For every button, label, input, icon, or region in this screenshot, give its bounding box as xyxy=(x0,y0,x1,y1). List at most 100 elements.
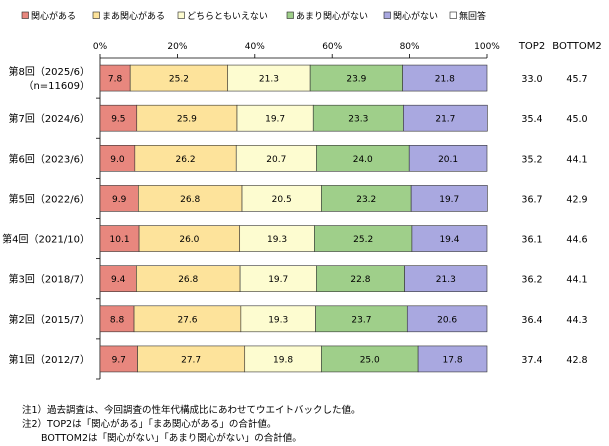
bar-value-label: 26.8 xyxy=(180,195,200,205)
bar-value-label: 19.3 xyxy=(267,235,287,245)
bar-value-label: 26.8 xyxy=(178,275,198,285)
bar-value-label: 21.8 xyxy=(435,75,455,85)
y-category-label: 第3回（2018/7） xyxy=(8,273,90,286)
y-category-sublabel: （n=11609） xyxy=(23,80,90,92)
bar-value-label: 9.9 xyxy=(112,195,127,205)
bar-value-label: 20.5 xyxy=(272,195,292,205)
bar-segment xyxy=(321,345,419,373)
bar-value-label: 25.0 xyxy=(360,355,380,365)
bar-value-label: 20.1 xyxy=(438,155,458,165)
summary-value-bottom2: 45.7 xyxy=(566,74,587,85)
bar-segment xyxy=(134,145,237,172)
legend-label: まあ関心がある xyxy=(102,10,165,22)
summary-value-top2: 36.7 xyxy=(521,194,542,205)
bar-value-label: 23.7 xyxy=(351,315,371,325)
summary-header-top2: TOP2 xyxy=(518,41,545,52)
legend-swatch xyxy=(177,11,185,19)
summary-value-top2: 36.2 xyxy=(521,275,542,286)
bar-segment xyxy=(240,305,316,333)
bar-segment xyxy=(236,104,314,132)
summary-value-top2: 33.0 xyxy=(521,74,542,85)
bar-segment xyxy=(314,225,413,252)
legend-swatch xyxy=(92,11,100,19)
bar-value-label: 22.8 xyxy=(350,275,370,285)
bar-value-label: 24.0 xyxy=(353,155,373,165)
bar-value-label: 25.2 xyxy=(169,75,189,85)
footnote-2: 注2）TOP2は「関心がある」「まあ関心がある」の合計値。 xyxy=(22,419,277,430)
x-tick-label: 0% xyxy=(93,42,108,52)
legend-label: 無回答 xyxy=(459,10,486,22)
y-category-label: 第1回（2012/7） xyxy=(8,353,90,366)
bar-segment xyxy=(408,145,488,172)
y-category-label: 第7回（2024/6） xyxy=(8,112,90,125)
bar-value-label: 19.4 xyxy=(439,235,459,245)
bar-segment xyxy=(410,185,488,212)
bar-segment xyxy=(138,185,243,212)
bar-value-label: 27.6 xyxy=(177,315,197,325)
x-tick-label: 40% xyxy=(245,42,265,52)
bar-value-label: 23.9 xyxy=(346,75,366,85)
legend-swatch xyxy=(449,11,457,19)
bar-segment xyxy=(136,104,238,132)
summary-value-bottom2: 45.0 xyxy=(566,114,587,125)
bar-segment xyxy=(316,265,405,292)
bar-value-label: 20.7 xyxy=(266,155,286,165)
bar-value-label: 9.4 xyxy=(111,275,126,285)
bar-segment xyxy=(312,104,404,132)
bar-value-label: 19.8 xyxy=(273,355,293,365)
bar-segment xyxy=(403,104,488,132)
y-category-label: 第2回（2015/7） xyxy=(8,313,90,326)
bar-segment xyxy=(244,345,322,373)
bar-segment xyxy=(402,64,488,92)
summary-value-top2: 36.4 xyxy=(521,315,542,326)
summary-value-top2: 35.4 xyxy=(521,114,542,125)
bar-segment xyxy=(138,225,241,252)
bar-value-label: 25.9 xyxy=(177,115,197,125)
bar-value-label: 9.7 xyxy=(112,355,126,365)
x-tick-label: 100% xyxy=(474,42,500,52)
bar-segment xyxy=(406,305,488,333)
y-category-label: 第8回（2025/6） xyxy=(8,65,90,78)
summary-value-top2: 37.4 xyxy=(521,355,542,366)
footnote-1: 注1）過去調査は、今回調査の性年代構成比にあわせてウエイトバックした値。 xyxy=(22,405,361,416)
x-tick-label: 80% xyxy=(400,42,420,52)
y-category-label: 第4回（2021/10） xyxy=(2,233,90,246)
bar-value-label: 21.3 xyxy=(436,275,456,285)
legend-swatch xyxy=(286,11,294,19)
summary-value-bottom2: 44.1 xyxy=(566,154,587,165)
legend-label: 関心がない xyxy=(393,10,438,22)
bar-segment xyxy=(129,64,229,92)
bar-value-label: 19.7 xyxy=(265,115,285,125)
bar-value-label: 26.2 xyxy=(176,155,196,165)
bar-value-label: 19.3 xyxy=(268,315,288,325)
footnote-3: BOTTOM2は「関心がない」「あまり関心がない」の合計値。 xyxy=(22,433,302,444)
bar-value-label: 23.2 xyxy=(356,195,376,205)
y-category-label: 第5回（2022/6） xyxy=(8,192,90,205)
summary-value-bottom2: 44.1 xyxy=(566,275,587,286)
summary-value-bottom2: 44.3 xyxy=(566,315,587,326)
summary-value-bottom2: 42.8 xyxy=(566,355,587,366)
bar-value-label: 17.8 xyxy=(443,355,463,365)
bar-value-label: 19.7 xyxy=(439,195,459,205)
bar-value-label: 8.8 xyxy=(110,315,125,325)
summary-value-top2: 36.1 xyxy=(521,235,542,246)
bar-segment xyxy=(417,345,488,373)
bar-value-label: 20.6 xyxy=(437,315,457,325)
legend-label: どちらともいえない xyxy=(187,11,268,22)
bar-segment xyxy=(99,145,136,172)
bar-value-label: 10.1 xyxy=(110,235,130,245)
x-tick-label: 60% xyxy=(322,42,342,52)
legend-swatch xyxy=(21,11,29,19)
bar-segment xyxy=(404,265,488,292)
bar-segment xyxy=(316,145,410,172)
bar-value-label: 25.2 xyxy=(353,235,373,245)
bar-segment xyxy=(99,265,137,292)
bar-segment xyxy=(227,64,311,92)
bar-value-label: 21.3 xyxy=(259,75,279,85)
bar-segment xyxy=(239,265,317,292)
bar-value-label: 9.0 xyxy=(110,155,125,165)
bar-segment xyxy=(136,265,241,292)
legend-label: 関心がある xyxy=(31,10,76,22)
bar-value-label: 9.5 xyxy=(111,115,125,125)
